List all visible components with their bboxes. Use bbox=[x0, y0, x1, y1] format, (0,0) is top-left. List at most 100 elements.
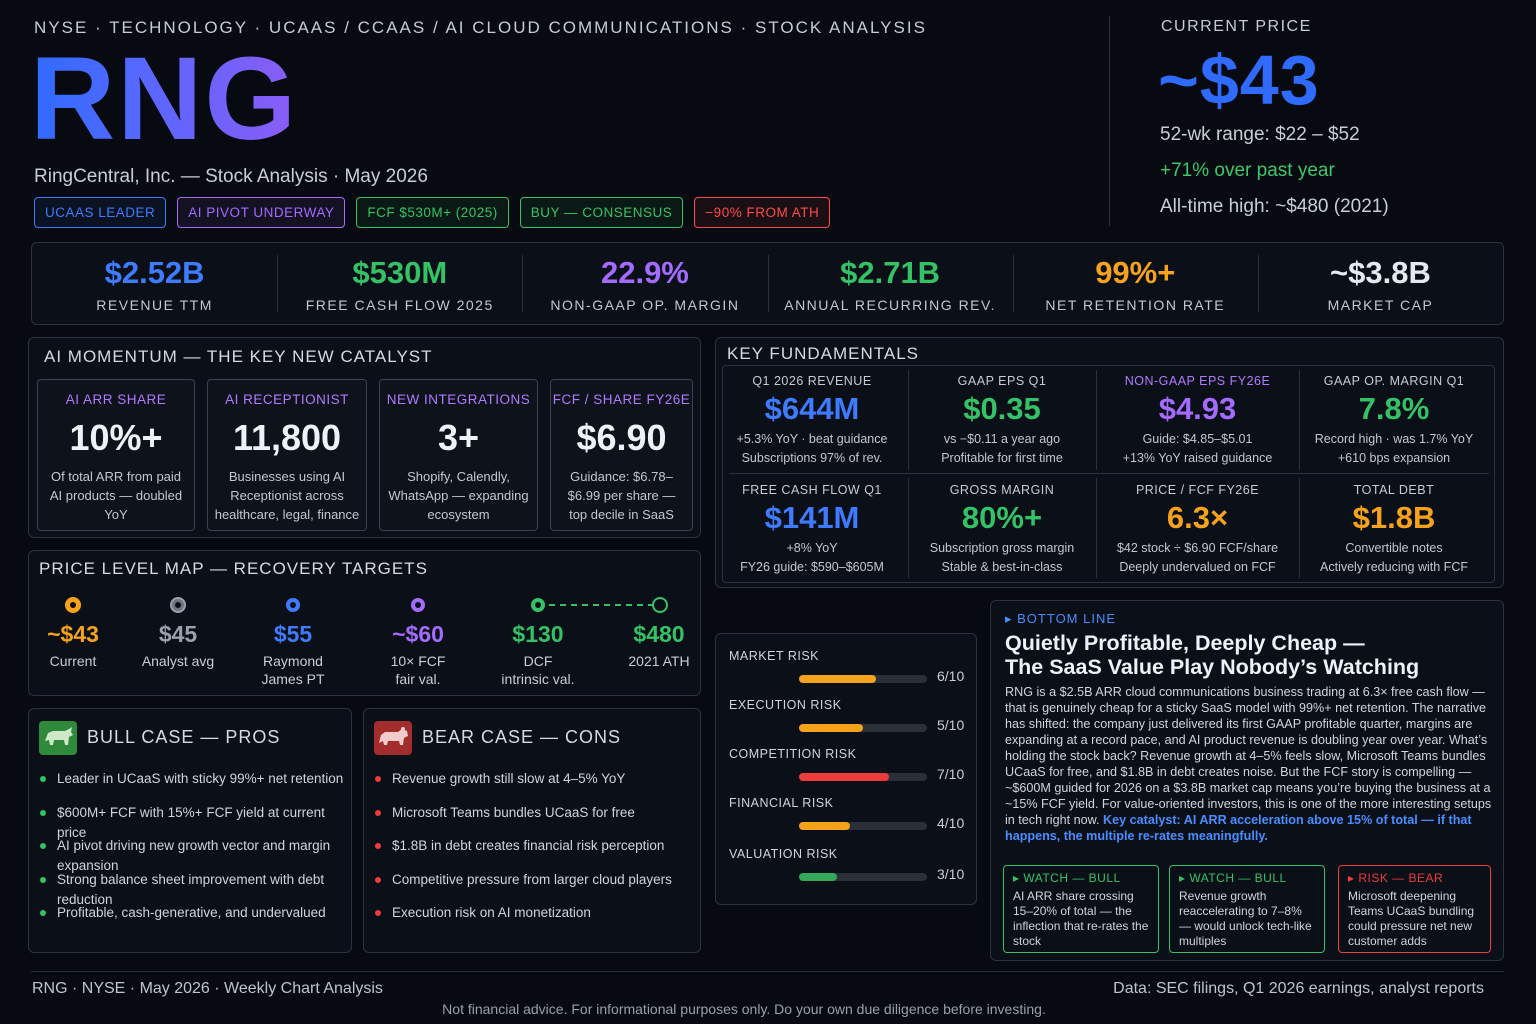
ai-momentum-panel: AI MOMENTUM — THE KEY NEW CATALYST AI AR… bbox=[28, 337, 701, 538]
level-raymond-james: $55 Raymond James PT bbox=[261, 621, 325, 687]
tag-ai-pivot: AI PIVOT UNDERWAY bbox=[177, 197, 346, 228]
bear-case-title: BEAR CASE — CONS bbox=[422, 727, 622, 747]
risk-market: MARKET RISK 6/10 bbox=[729, 649, 965, 684]
grid-divider bbox=[1096, 370, 1097, 470]
ai-card-integrations: NEW INTEGRATIONS 3+ Shopify, Calendly, W… bbox=[379, 379, 538, 531]
list-item: Revenue growth still slow at 4–5% YoY bbox=[374, 769, 694, 803]
header-kicker: NYSE · TECHNOLOGY · UCAAS / CCAAS / AI C… bbox=[34, 18, 927, 37]
marker-raymond-james bbox=[286, 598, 300, 612]
risk-meter-panel: MARKET RISK 6/10 EXECUTION RISK 5/10 COMPE… bbox=[715, 633, 977, 905]
price-level-map-panel: PRICE LEVEL MAP — RECOVERY TARGETS bbox=[28, 550, 701, 696]
risk-competition: COMPETITION RISK 7/10 bbox=[729, 747, 965, 782]
fundamental-fcf-q1: FREE CASH FLOW Q1 $141M +8% YoY FY26 guide:… bbox=[740, 483, 884, 574]
tag-fcf: FCF $530M+ (2025) bbox=[356, 197, 509, 228]
list-item: Competitive pressure from larger cloud p… bbox=[374, 870, 694, 904]
grid-divider bbox=[1299, 478, 1300, 578]
list-item: Leader in UCaaS with sticky 99%+ net ret… bbox=[39, 769, 345, 803]
watch-bull-ai-arr: ▸ WATCH — BULL AI ARR share crossing 15–2… bbox=[1003, 865, 1159, 953]
fundamental-non-gaap-eps: NON-GAAP EPS FY26E $4.93 Guide: $4.85–$5.0… bbox=[1122, 374, 1273, 465]
ticker-symbol: RNG bbox=[30, 33, 299, 165]
list-item: Execution risk on AI monetization bbox=[374, 903, 694, 937]
level-dcf: $130 DCF intrinsic val. bbox=[501, 621, 575, 687]
fundamental-gaap-eps: GAAP EPS Q1 $0.35 vs −$0.11 a year ago Prof… bbox=[941, 374, 1063, 465]
marker-ath bbox=[652, 597, 668, 613]
current-price-label: CURRENT PRICE bbox=[1161, 18, 1312, 35]
stat-free-cash-flow: $530M FREE CASH FLOW 2025 bbox=[277, 243, 522, 324]
watch-bull-revenue: ▸ WATCH — BULL Revenue growth reaccelerat… bbox=[1169, 865, 1325, 953]
fundamental-gaap-op-margin: GAAP OP. MARGIN Q1 7.8% Record high · was … bbox=[1314, 374, 1474, 465]
level-fcf-fair-value: ~$60 10× FCF fair val. bbox=[390, 621, 446, 687]
list-item: Microsoft Teams bundles UCaaS for free bbox=[374, 803, 694, 837]
grid-divider bbox=[729, 473, 1489, 474]
tag-ucaas-leader: UCAAS LEADER bbox=[34, 197, 167, 228]
fundamentals-grid bbox=[722, 365, 1495, 583]
footer-sources: Data: SEC filings, Q1 2026 earnings, ana… bbox=[1113, 980, 1484, 997]
risk-valuation: VALUATION RISK 3/10 bbox=[729, 847, 965, 882]
bottom-line-kicker: ▸ BOTTOM LINE bbox=[1005, 611, 1117, 626]
bear-case-list: Revenue growth still slow at 4–5% YoY Mi… bbox=[374, 769, 694, 937]
tag-buy-consensus: BUY — CONSENSUS bbox=[519, 197, 684, 228]
level-analyst-avg: $45 Analyst avg bbox=[141, 621, 215, 669]
risk-bar bbox=[799, 773, 927, 781]
list-item: Profitable, cash-generative, and underva… bbox=[39, 903, 345, 937]
marker-current bbox=[65, 597, 81, 613]
footer-left: RNG · NYSE · May 2026 · Weekly Chart Ana… bbox=[32, 980, 383, 997]
header-divider bbox=[1109, 16, 1110, 226]
list-item: $1.8B in debt creates financial risk per… bbox=[374, 836, 694, 870]
bottom-line-body: RNG is a $2.5B ARR cloud communications … bbox=[1005, 685, 1492, 843]
footer-divider bbox=[31, 971, 1504, 972]
risk-bar bbox=[799, 675, 927, 683]
tag-row: UCAAS LEADER AI PIVOT UNDERWAY FCF $530M… bbox=[34, 197, 831, 228]
ai-card-fcf-per-share: FCF / SHARE FY26E $6.90 Guidance: $6.78–… bbox=[550, 379, 693, 531]
level-current: ~$43 Current bbox=[47, 621, 99, 669]
ai-card-arr-share: AI ARR SHARE 10%+ Of total ARR from paid… bbox=[37, 379, 195, 531]
stat-revenue-ttm: $2.52B REVENUE TTM bbox=[96, 254, 213, 313]
bottom-line-title: Quietly Profitable, Deeply Cheap — The S… bbox=[1005, 631, 1420, 679]
fundamental-price-fcf: PRICE / FCF FY26E 6.3× $42 stock ÷ $6.90 F… bbox=[1116, 483, 1279, 574]
grid-divider bbox=[908, 478, 909, 578]
marker-dcf bbox=[531, 598, 545, 612]
risk-bar bbox=[799, 873, 927, 881]
bear-case-panel: BEAR CASE — CONS Revenue growth still sl… bbox=[363, 708, 701, 953]
ai-momentum-title: AI MOMENTUM — THE KEY NEW CATALYST bbox=[44, 347, 433, 366]
key-fundamentals-panel: KEY FUNDAMENTALS Q1 2026 REVENUE $644M +5.… bbox=[715, 337, 1504, 588]
page-subtitle: RingCentral, Inc. — Stock Analysis · May… bbox=[34, 166, 428, 187]
price-change-1yr: +71% over past year bbox=[1160, 160, 1335, 181]
fundamental-gross-margin: GROSS MARGIN 80%+ Subscription gross margi… bbox=[929, 483, 1075, 574]
bull-icon bbox=[39, 721, 77, 755]
key-stats-bar: $2.52B REVENUE TTM $530M FREE CASH FLOW 20… bbox=[31, 242, 1504, 325]
key-catalyst-highlight: Key catalyst: AI ARR acceleration above … bbox=[1005, 813, 1472, 843]
risk-execution: EXECUTION RISK 5/10 bbox=[729, 698, 965, 733]
tag-from-ath: −90% FROM ATH bbox=[694, 197, 831, 228]
marker-analyst-avg bbox=[170, 597, 186, 613]
marker-fcf-fair-value bbox=[411, 598, 425, 612]
footer-disclaimer: Not financial advice. For informational … bbox=[442, 1001, 1046, 1017]
fundamental-total-debt: TOTAL DEBT $1.8B Convertible notes Actively… bbox=[1320, 483, 1468, 574]
list-item: AI pivot driving new growth vector and m… bbox=[39, 836, 345, 873]
ai-card-receptionist: AI RECEPTIONIST 11,800 Businesses using … bbox=[207, 379, 367, 531]
stat-net-retention: 99%+ NET RETENTION RATE bbox=[1012, 243, 1258, 324]
bottom-line-panel: ▸ BOTTOM LINE Quietly Profitable, Deeply… bbox=[990, 600, 1504, 961]
price-map-title: PRICE LEVEL MAP — RECOVERY TARGETS bbox=[39, 559, 428, 578]
stat-op-margin: 22.9% NON-GAAP OP. MARGIN bbox=[522, 243, 767, 324]
level-ath: $480 2021 ATH bbox=[628, 621, 690, 669]
risk-bear-teams: ▸ RISK — BEAR Microsoft deepening Teams U… bbox=[1338, 865, 1491, 953]
bull-case-panel: BULL CASE — PROS Leader in UCaaS with st… bbox=[28, 708, 352, 953]
list-item: $600M+ FCF with 15%+ FCF yield at curren… bbox=[39, 803, 345, 840]
grid-divider bbox=[1299, 370, 1300, 470]
risk-bar bbox=[799, 822, 927, 830]
bull-case-list: Leader in UCaaS with sticky 99%+ net ret… bbox=[39, 769, 345, 937]
fundamental-q1-revenue: Q1 2026 REVENUE $644M +5.3% YoY · beat gui… bbox=[736, 374, 888, 465]
risk-financial: FINANCIAL RISK 4/10 bbox=[729, 796, 965, 831]
all-time-high: All-time high: ~$480 (2021) bbox=[1160, 196, 1389, 217]
key-fundamentals-title: KEY FUNDAMENTALS bbox=[727, 344, 920, 363]
list-item: Strong balance sheet improvement with de… bbox=[39, 870, 345, 907]
price-range-52wk: 52-wk range: $22 – $52 bbox=[1160, 124, 1360, 145]
stat-arr: $2.71B ANNUAL RECURRING REV. bbox=[767, 243, 1013, 324]
bear-icon bbox=[374, 721, 412, 755]
grid-divider bbox=[908, 370, 909, 470]
price-map-track bbox=[65, 597, 668, 613]
stat-market-cap: ~$3.8B MARKET CAP bbox=[1257, 243, 1503, 324]
grid-divider bbox=[1096, 478, 1097, 578]
